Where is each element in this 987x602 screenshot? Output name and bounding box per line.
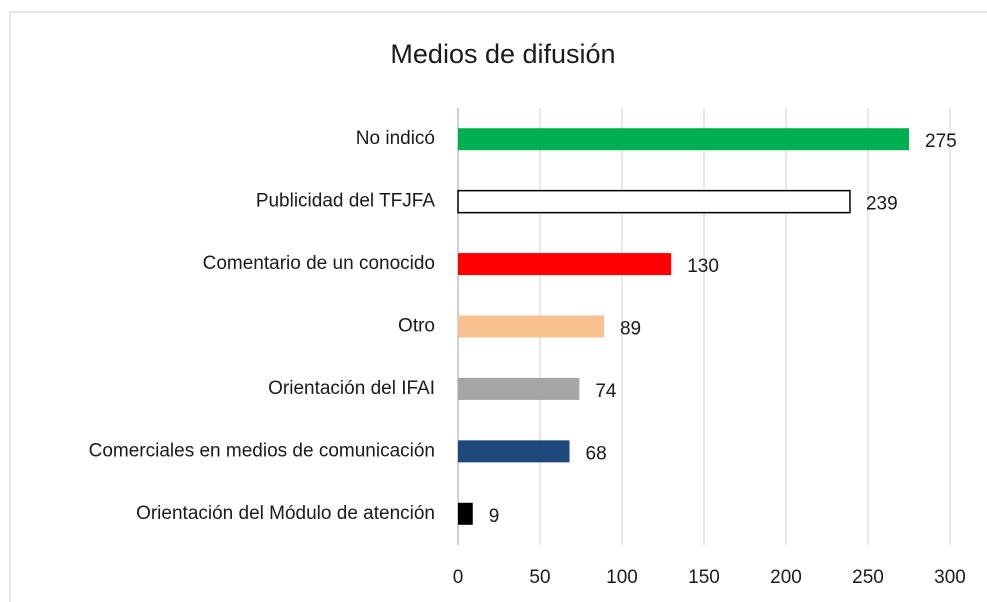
value-label: 9	[489, 506, 500, 527]
x-tick-label: 100	[606, 567, 638, 588]
x-tick-label: 150	[688, 567, 720, 588]
x-tick-label: 250	[852, 567, 884, 588]
value-label: 68	[586, 443, 607, 464]
bar	[458, 502, 473, 525]
y-tick-label: Comerciales en medios de comunicación	[89, 440, 435, 461]
chart-title: Medios de difusión	[390, 39, 615, 69]
bar	[457, 189, 851, 214]
bar	[458, 377, 580, 400]
y-tick-label: No indicó	[356, 128, 435, 149]
bar	[458, 128, 909, 151]
y-tick-label: Orientación del IFAI	[268, 378, 435, 399]
value-label: 239	[866, 194, 898, 215]
y-tick-label: Publicidad del TFJFA	[256, 191, 436, 212]
y-tick-label: Otro	[398, 316, 435, 337]
x-tick-label: 50	[529, 567, 550, 588]
value-label: 130	[687, 256, 719, 277]
x-tick-label: 200	[770, 567, 802, 588]
chart-frame	[9, 11, 987, 602]
y-tick-label: Comentario de un conocido	[203, 253, 435, 274]
x-tick-label: 300	[934, 567, 966, 588]
value-label: 275	[925, 131, 957, 152]
bar	[458, 315, 604, 338]
x-tick-label: 0	[453, 567, 464, 588]
y-tick-label: Orientación del Módulo de atención	[136, 503, 435, 524]
bar	[458, 440, 570, 463]
value-label: 89	[620, 319, 641, 340]
bar	[458, 253, 672, 276]
value-label: 74	[595, 381, 617, 402]
